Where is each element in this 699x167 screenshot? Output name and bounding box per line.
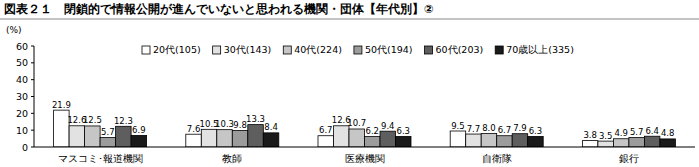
bar [512,134,528,147]
legend-label: 30代(143) [224,44,272,55]
data-label: 5.7 [101,127,115,137]
data-label: 9.4 [381,121,395,131]
y-tick-label: 50 [16,57,28,68]
data-label: 13.3 [246,114,265,124]
legend-swatch [354,46,362,54]
title: 図表２１ 閉鎖的で情報公開が進んでいないと思われる機関・団体【年代別】② [4,2,434,16]
bar [217,130,233,147]
bar [116,126,132,147]
bar [100,137,116,147]
bar [396,136,412,147]
bar [380,131,396,147]
data-labels: 21.912.612.55.712.36.97.610.510.39.813.3… [52,100,675,141]
legend-swatch [213,46,221,54]
bar [263,133,279,147]
y-label: (%) [6,25,22,35]
legend-label: 20代(105) [153,44,201,55]
bar [613,139,629,147]
y-tick-label: 0 [22,142,28,153]
y-tick-label: 60 [16,41,28,52]
bar [69,126,85,147]
bar [528,136,544,147]
bar [248,125,263,147]
x-tick-label: 銀行 [619,153,639,164]
bar [334,126,350,147]
data-label: 7.7 [467,124,481,134]
legend-label: 50代(194) [365,44,413,55]
y-tick-label: 10 [16,125,28,136]
data-label: 12.3 [114,116,133,126]
data-label: 6.7 [498,125,512,135]
data-label: 5.7 [630,127,644,137]
data-label: 6.3 [529,126,543,136]
bar [644,136,660,147]
bar [582,141,598,147]
y-tick-label: 30 [16,91,28,102]
bar [365,137,381,147]
legend-swatch [142,46,150,54]
legend-swatch [425,46,433,54]
bar [660,139,676,147]
legend-label: 40代(224) [294,44,342,55]
bar [131,135,147,147]
data-label: 7.6 [187,124,201,134]
data-label: 6.4 [645,126,659,136]
data-label: 8.0 [482,123,496,133]
x-tick-label: 自衛隊 [482,153,512,164]
x-tick-label: マスコミ･報道機関 [58,153,143,164]
x-tick-label: 教師 [222,153,242,164]
x-tick-label: 医療機関 [345,153,385,164]
data-label: 7.9 [513,123,527,133]
data-label: 6.7 [319,125,333,135]
data-label: 6.2 [365,126,379,136]
data-label: 4.8 [661,128,675,138]
legend-label: 60代(203) [436,44,484,55]
data-label: 10.7 [347,118,366,128]
bar [629,137,645,147]
data-label: 10.3 [215,119,234,129]
data-label: 6.9 [132,125,146,135]
y-tick-label: 20 [16,108,28,119]
bar [201,129,217,147]
data-label: 8.4 [264,122,278,132]
data-label: 4.9 [614,128,628,138]
x-axis [34,147,695,148]
legend-swatch [495,46,503,54]
bar [349,129,365,147]
title-rule [0,19,699,20]
legend: 20代(105) 30代(143) 40代(224) 50代(194) 60代(203)… [142,44,574,55]
data-label: 9.8 [233,120,247,130]
bar [466,134,482,147]
bar [497,136,513,147]
bar [481,134,497,147]
bars [54,110,676,147]
data-label: 12.5 [83,115,102,125]
bar [450,131,466,147]
bar [85,126,101,147]
data-label: 21.9 [52,100,71,110]
y-axis [34,46,35,147]
bar [598,141,614,147]
data-label: 6.3 [396,126,410,136]
data-label: 3.5 [599,131,613,141]
legend-swatch [283,46,291,54]
y-tick-label: 40 [16,74,28,85]
bar [318,136,334,147]
legend-label: 70歳以上(335) [506,44,574,55]
bar [232,131,248,147]
data-label: 9.5 [451,121,465,131]
data-label: 3.8 [583,130,597,140]
bar [186,134,202,147]
